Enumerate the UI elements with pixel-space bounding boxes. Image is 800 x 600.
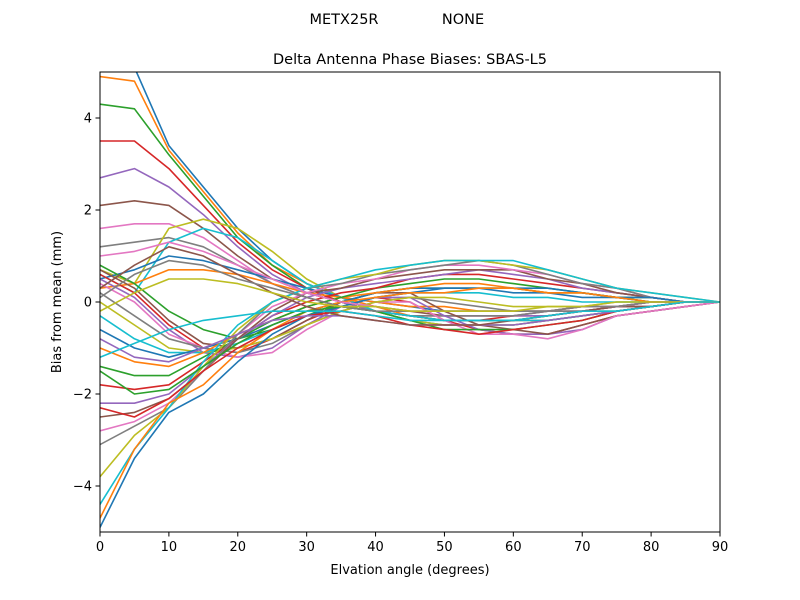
x-axis-label: Elvation angle (degrees) <box>330 563 489 578</box>
y-tick-label: −4 <box>73 480 92 495</box>
y-tick-label: −2 <box>73 388 92 403</box>
y-tick-label: 4 <box>84 112 92 127</box>
figure-suptitle-radome: NONE <box>442 12 484 28</box>
x-tick-label: 60 <box>505 540 522 555</box>
figure-suptitle-station: METX25R <box>310 12 379 28</box>
series-line-32 <box>100 287 720 519</box>
series-line-30 <box>100 259 720 505</box>
x-tick-label: 30 <box>298 540 315 555</box>
series-line-40 <box>100 301 720 358</box>
y-tick-label: 2 <box>84 204 92 219</box>
x-tick-label: 40 <box>367 540 384 555</box>
x-axis-ticks: 0 10 20 30 40 50 60 70 80 90 <box>96 532 728 555</box>
chart-title: Delta Antenna Phase Biases: SBAS-L5 <box>273 52 547 68</box>
y-axis-ticks: −4 −2 0 2 4 <box>73 112 100 495</box>
x-tick-label: 20 <box>230 540 247 555</box>
y-axis-label: Bias from mean (mm) <box>50 231 65 373</box>
series-lines <box>100 72 720 528</box>
x-tick-label: 80 <box>643 540 660 555</box>
x-tick-label: 50 <box>436 540 453 555</box>
x-tick-label: 70 <box>574 540 591 555</box>
series-line-39 <box>100 278 720 313</box>
x-tick-label: 90 <box>712 540 729 555</box>
x-tick-label: 10 <box>161 540 178 555</box>
y-tick-label: 0 <box>84 296 92 311</box>
x-tick-label: 0 <box>96 540 104 555</box>
